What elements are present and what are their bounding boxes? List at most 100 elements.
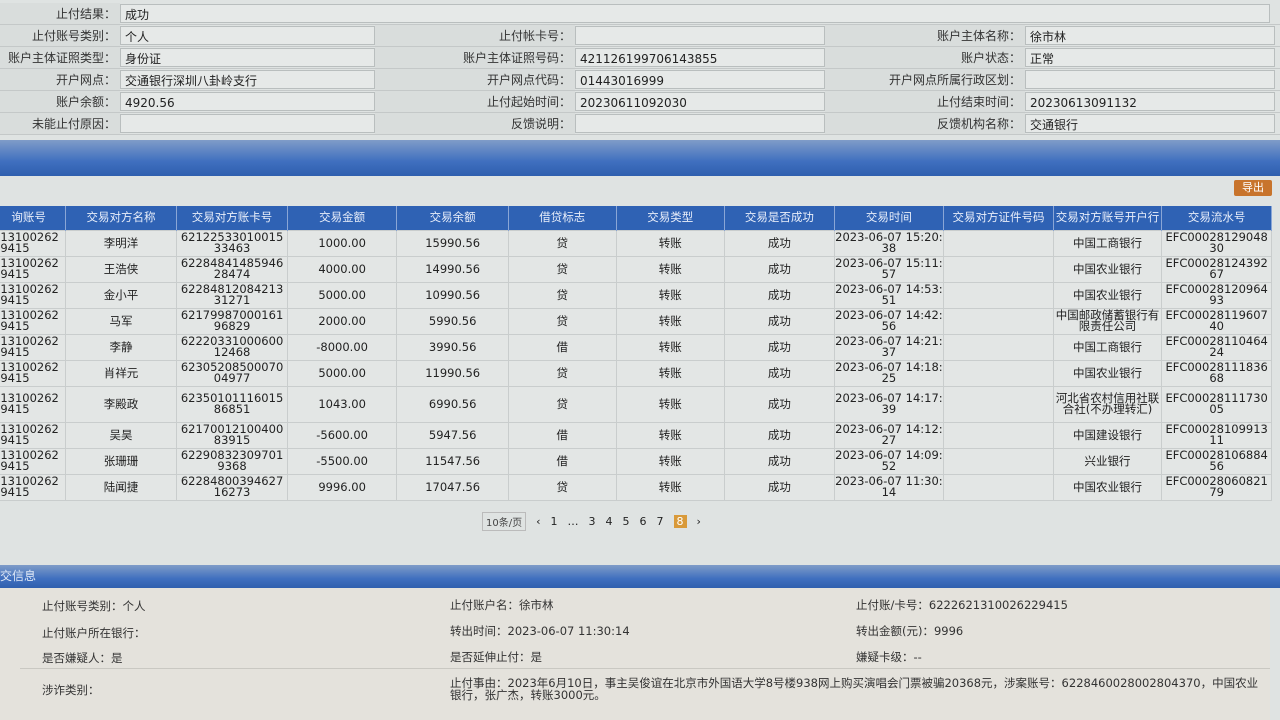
table-cell: 借 <box>507 447 617 475</box>
table-cell: EFC0002812096493 <box>1161 281 1272 309</box>
table-cell: 马军 <box>64 307 178 335</box>
table-row[interactable]: 213100262 29415王浩侠6228484148594628474400… <box>0 255 1272 283</box>
table-cell: 中国建设银行 <box>1052 421 1163 449</box>
table-cell: 6990.56 <box>396 385 509 423</box>
table-cell: 6235010111601586851 <box>176 385 288 423</box>
table-cell: 213100262 29415 <box>0 229 66 257</box>
info-value: 20230611092030 <box>575 92 825 111</box>
column-header[interactable]: 借贷标志 <box>508 206 617 230</box>
table-cell: 贷 <box>507 359 617 387</box>
table-cell: 转账 <box>615 447 726 475</box>
column-header[interactable]: 交易对方账号开户行 <box>1053 206 1163 230</box>
detail-transfer-time: 转出时间：2023-06-07 11:30:14 <box>450 624 630 638</box>
table-cell: 成功 <box>724 307 835 335</box>
table-cell: -8000.00 <box>286 333 398 361</box>
table-row[interactable]: 213100262 29415李殿政6235010111601586851104… <box>0 385 1272 423</box>
table-cell: 贷 <box>507 229 617 257</box>
table-cell: 陆闻捷 <box>64 473 178 501</box>
table-cell <box>943 229 1054 257</box>
table-cell <box>943 447 1054 475</box>
table-cell: 213100262 29415 <box>0 281 66 309</box>
export-button[interactable]: 导出 <box>1234 180 1272 196</box>
info-label: 止付结果： <box>0 3 120 24</box>
table-cell: 转账 <box>615 473 726 501</box>
table-cell: 成功 <box>724 447 835 475</box>
table-cell: 2023-06-07 11:30:14 <box>833 473 945 501</box>
prev-page-icon[interactable]: ‹ <box>536 515 541 528</box>
column-header[interactable]: 交易对方证件号码 <box>943 206 1054 230</box>
detail-account-name: 止付账户名：徐市林 <box>450 598 554 612</box>
page-link[interactable]: 4 <box>605 515 613 528</box>
info-label: 账户主体证照类型： <box>0 47 120 68</box>
transaction-table: 询账号 交易对方名称 交易对方账卡号 交易金额 交易余额 借贷标志 交易类型 交易是否成功 交易… <box>0 206 1272 501</box>
table-row[interactable]: 213100262 29415吴昊6217001210040083915-560… <box>0 421 1272 449</box>
info-label: 止付帐卡号： <box>375 25 575 46</box>
info-label: 反馈机构名称： <box>825 113 1025 134</box>
table-cell: 金小平 <box>64 281 178 309</box>
detail-transfer-amount: 转出金额(元)：9996 <box>856 624 964 638</box>
table-cell <box>943 385 1054 423</box>
table-cell: 2023-06-07 14:09:52 <box>833 447 945 475</box>
table-cell: 213100262 29415 <box>0 447 66 475</box>
column-header[interactable]: 交易对方名称 <box>65 206 178 230</box>
page-link[interactable]: 7 <box>656 515 664 528</box>
column-header[interactable]: 交易是否成功 <box>724 206 835 230</box>
table-cell: EFC0002811173005 <box>1161 385 1272 423</box>
column-header[interactable]: 询账号 <box>0 206 66 230</box>
info-row: 账户主体证照类型： 身份证 账户主体证照号码： 421126199706143855 账… <box>0 47 1280 69</box>
table-row[interactable]: 213100262 29415肖祥元6230520850007004977500… <box>0 359 1272 387</box>
table-cell: -5500.00 <box>286 447 398 475</box>
page-link[interactable]: 8 <box>673 515 687 528</box>
table-cell: 贷 <box>507 473 617 501</box>
table-row[interactable]: 213100262 29415李静6222033100060012468-800… <box>0 333 1272 361</box>
column-header[interactable]: 交易对方账卡号 <box>176 206 288 230</box>
column-header[interactable]: 交易时间 <box>834 206 945 230</box>
column-header[interactable]: 交易类型 <box>616 206 726 230</box>
table-cell: 213100262 29415 <box>0 359 66 387</box>
page-link[interactable]: 3 <box>588 515 596 528</box>
page-size-select[interactable]: 10条/页 <box>482 512 527 531</box>
table-cell: EFC0002810991311 <box>1161 421 1272 449</box>
table-cell: 李殿政 <box>64 385 178 423</box>
column-header[interactable]: 交易余额 <box>396 206 509 230</box>
table-cell <box>943 333 1054 361</box>
next-page-icon[interactable]: › <box>696 515 701 528</box>
table-cell: 11547.56 <box>396 447 509 475</box>
table-cell: 2000.00 <box>286 307 398 335</box>
section-title: 交信息 <box>0 565 1280 588</box>
info-label: 账户余额： <box>0 91 120 112</box>
info-row: 未能止付原因： 反馈说明： 反馈机构名称： 交通银行 <box>0 113 1280 135</box>
table-cell: 成功 <box>724 473 835 501</box>
table-row[interactable]: 213100262 29415马军62179987000161968292000… <box>0 307 1272 335</box>
info-value: 徐市林 <box>1025 26 1275 45</box>
table-cell: EFC0002811183668 <box>1161 359 1272 387</box>
info-row: 开户网点： 交通银行深圳八卦岭支行 开户网点代码： 01443016999 开户网点所属… <box>0 69 1280 91</box>
table-cell: 6230520850007004977 <box>176 359 288 387</box>
account-info-panel: 止付结果： 成功 止付账号类别： 个人 止付帐卡号： 账户主体名称： 徐市林 账户主体证照类型… <box>0 3 1280 135</box>
page-link[interactable]: 1 <box>550 515 558 528</box>
table-row[interactable]: 213100262 29415李明洋6212253301001533463100… <box>0 229 1272 257</box>
pagination: 10条/页 ‹ 1 … 3 4 5 6 7 8 › <box>482 512 701 531</box>
detail-card-number: 止付账/卡号：6222621310026229415 <box>856 598 1068 612</box>
page-link[interactable]: … <box>567 515 579 528</box>
page-link[interactable]: 6 <box>639 515 647 528</box>
table-cell: 6228481208421331271 <box>176 281 288 309</box>
table-cell: 17047.56 <box>396 473 509 501</box>
column-header[interactable]: 交易金额 <box>287 206 398 230</box>
column-header[interactable]: 交易流水号 <box>1161 206 1272 230</box>
table-cell: 兴业银行 <box>1052 447 1163 475</box>
table-row[interactable]: 213100262 29415陆闻捷6228480039462716273999… <box>0 473 1272 501</box>
page-link[interactable]: 5 <box>622 515 630 528</box>
table-cell: 2023-06-07 14:12:27 <box>833 421 945 449</box>
table-row[interactable]: 213100262 29415张珊珊622908323097019368-550… <box>0 447 1272 475</box>
table-cell: 2023-06-07 14:21:37 <box>833 333 945 361</box>
table-cell: 6222033100060012468 <box>176 333 288 361</box>
table-cell: 成功 <box>724 281 835 309</box>
table-cell: 213100262 29415 <box>0 385 66 423</box>
detail-suspect-level: 嫌疑卡级：-- <box>856 650 922 664</box>
table-cell: 转账 <box>615 385 726 423</box>
info-label: 开户网点所属行政区划： <box>825 69 1025 90</box>
table-row[interactable]: 213100262 29415金小平6228481208421331271500… <box>0 281 1272 309</box>
table-cell: 贷 <box>507 281 617 309</box>
table-cell: 贷 <box>507 255 617 283</box>
